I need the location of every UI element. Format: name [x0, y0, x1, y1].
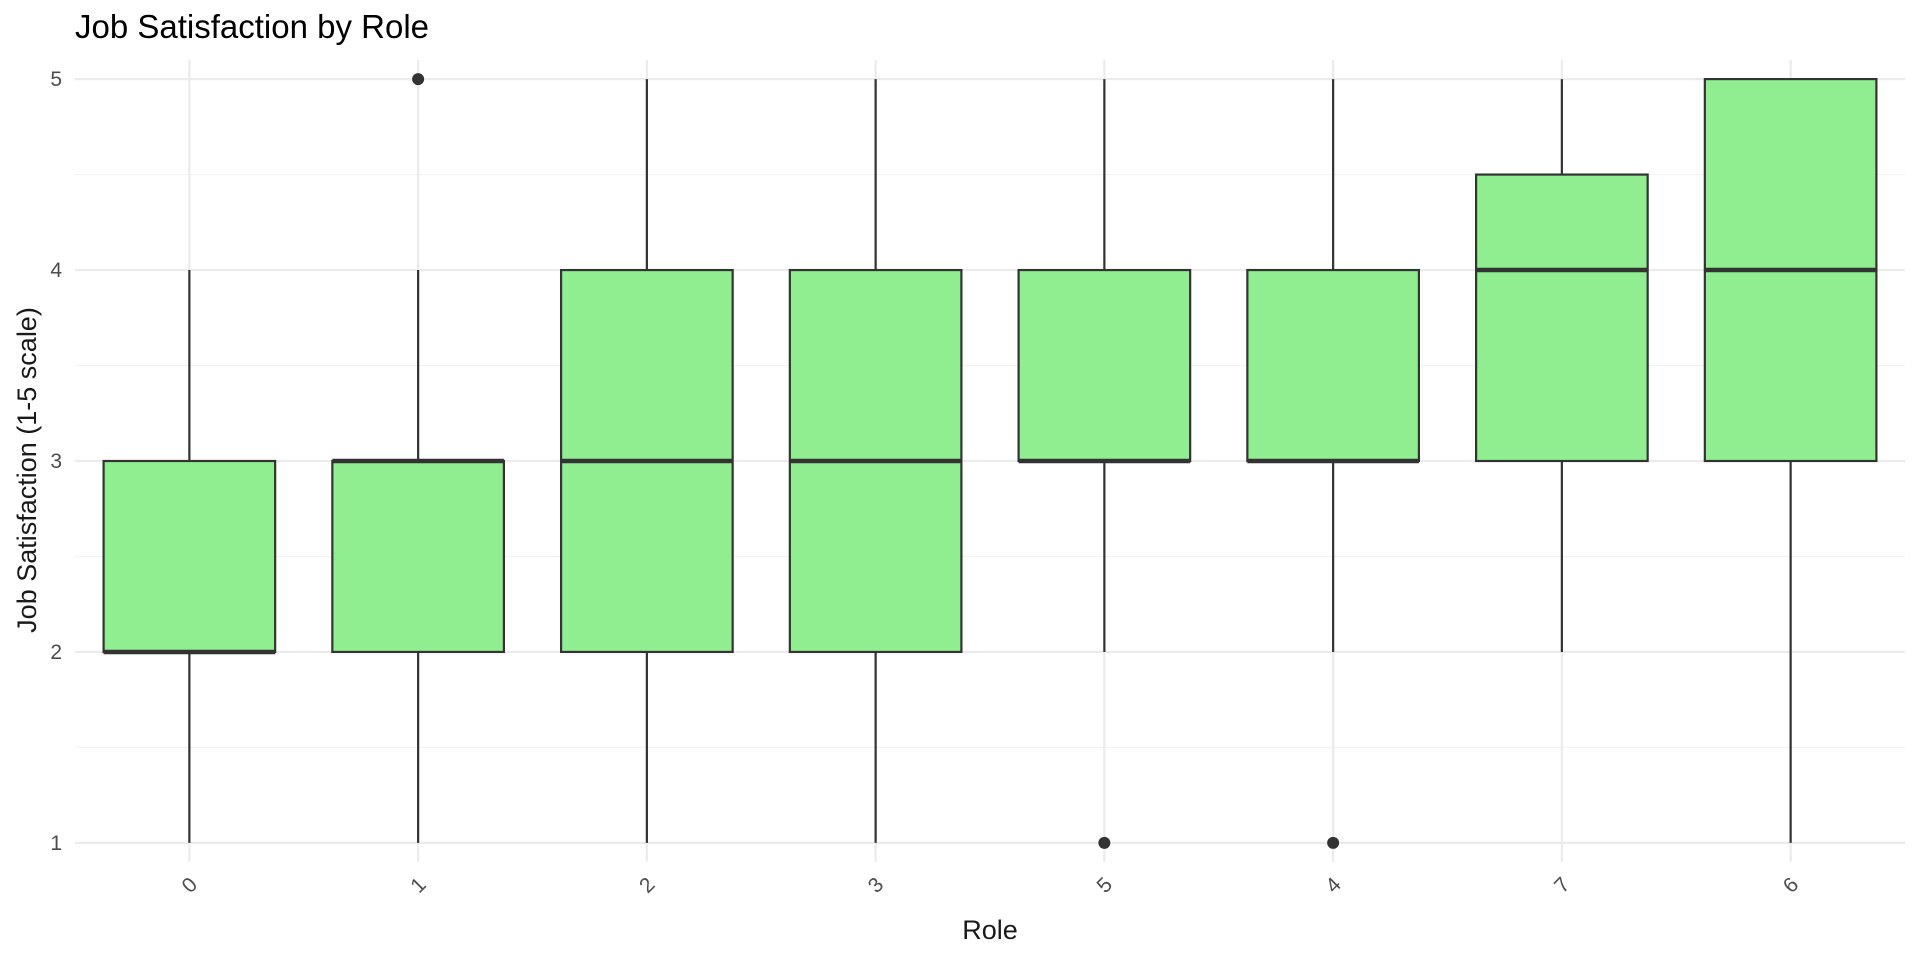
box-body: [331, 459, 506, 654]
box-body: [102, 459, 277, 654]
x-tick-label: 1: [406, 873, 431, 898]
y-axis-title: Job Satisfaction (1-5 scale): [12, 307, 42, 633]
x-tick-label: 2: [635, 873, 660, 898]
box-2: [559, 79, 734, 843]
y-tick-label: 3: [50, 450, 62, 473]
chart-title: Job Satisfaction by Role: [75, 8, 429, 45]
x-tick-label: 7: [1550, 873, 1575, 898]
x-tick-label: 3: [864, 873, 889, 898]
x-tick-label: 5: [1092, 873, 1117, 898]
y-tick-label: 2: [50, 641, 62, 664]
box-6: [1703, 77, 1878, 843]
outlier-point: [1098, 836, 1111, 849]
box-4: [1246, 79, 1421, 849]
x-tick-label: 4: [1321, 873, 1346, 898]
outlier-point: [412, 73, 425, 86]
box-body: [1017, 268, 1192, 463]
box-body: [1246, 268, 1421, 463]
y-tick-label: 4: [50, 259, 62, 282]
x-axis-title: Role: [962, 915, 1018, 945]
box-layer: [102, 73, 1878, 849]
box-5: [1017, 79, 1192, 849]
box-0: [102, 270, 277, 843]
outlier-point: [1327, 836, 1340, 849]
x-tick-label: 0: [177, 873, 202, 898]
box-3: [788, 79, 963, 843]
box-7: [1474, 79, 1649, 652]
y-tick-label: 5: [50, 68, 62, 91]
box-body: [1474, 173, 1649, 463]
box-1: [331, 73, 506, 843]
y-tick-label: 1: [50, 832, 62, 855]
x-tick-label: 6: [1779, 873, 1804, 898]
